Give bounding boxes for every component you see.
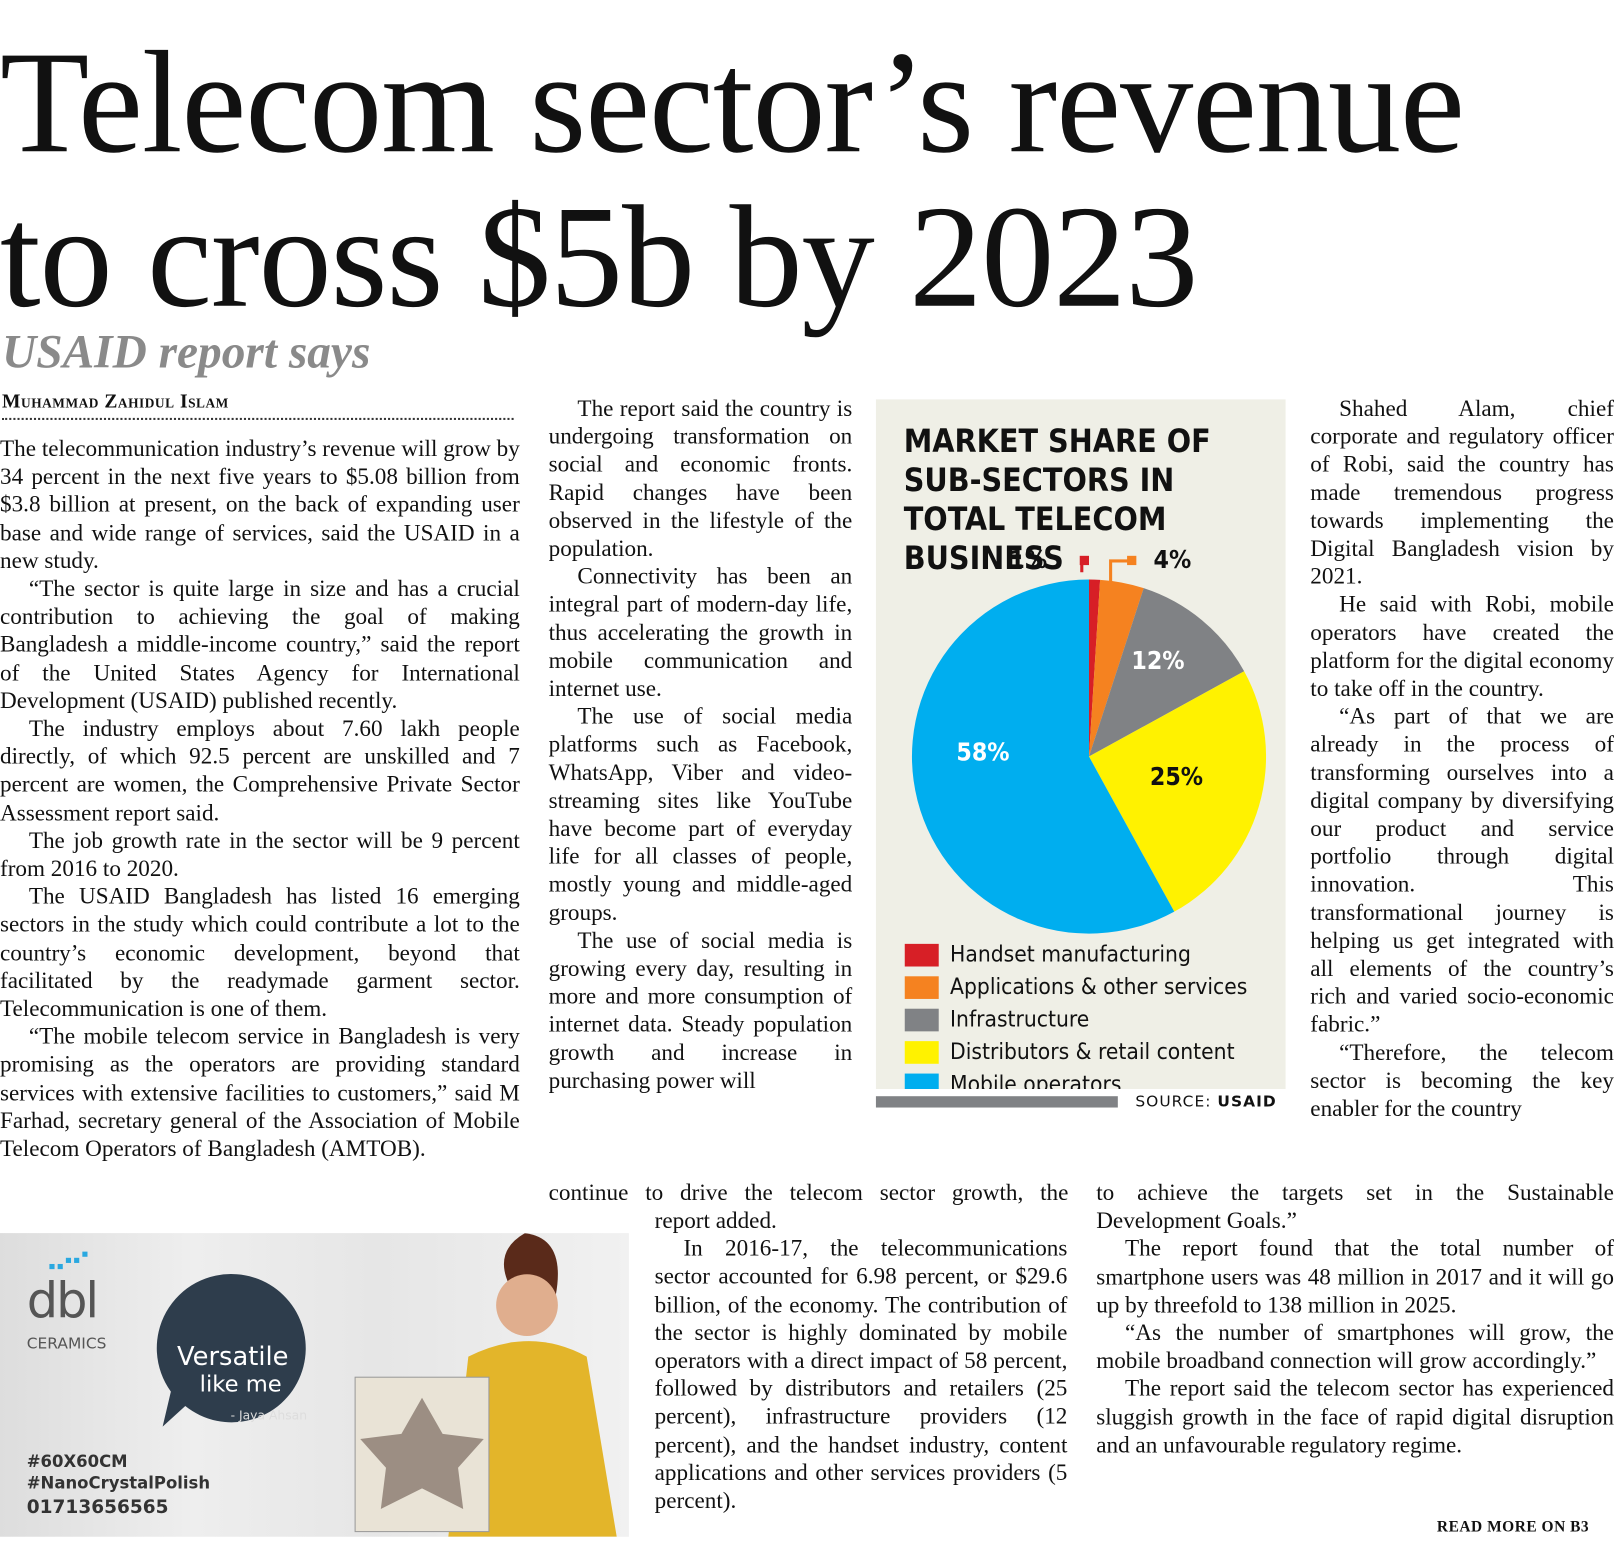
pie-slice: [911, 579, 1175, 934]
paragraph: “As the number of smartphones will grow,…: [1096, 1319, 1614, 1374]
paragraph: The use of social media is growing every…: [548, 927, 853, 1093]
column: to achieve the targets set in the Sustai…: [1096, 1179, 1614, 1459]
data-label: 12%: [1131, 646, 1184, 675]
paragraph: “The sector is quite large in size and h…: [0, 575, 520, 714]
paragraph: The use of social media platforms such a…: [548, 703, 853, 925]
ad-author: - Jaya Ahsan: [230, 1408, 308, 1423]
column: The telecommunication industry’s revenue…: [0, 434, 520, 1162]
leader-dot: [1127, 555, 1137, 566]
subhead: USAID report says: [2, 325, 371, 378]
paragraph: The job growth rate in the sector will b…: [0, 827, 520, 882]
legend-label: Mobile operators: [950, 1071, 1121, 1089]
ad-brand: dbl: [26, 1272, 99, 1330]
paragraph: The USAID Bangladesh has listed 16 emerg…: [0, 883, 520, 1022]
source: SOURCE: USAID: [1135, 1092, 1276, 1111]
headline: Telecom sector’s revenue: [0, 20, 1465, 184]
paragraph: Connectivity has been an integral part o…: [548, 563, 853, 701]
column: The report said the country is undergoin…: [549, 394, 853, 1094]
byline: Muhammad Zahidul Islam: [2, 391, 229, 413]
source-bar: [875, 1096, 1118, 1108]
legend-swatch: [904, 943, 939, 967]
paragraph: The report said the telecom sector has e…: [1096, 1375, 1614, 1458]
data-label: 1%: [1009, 545, 1047, 574]
column: Shahed Alam, chief corporate and regulat…: [1310, 394, 1614, 1122]
legend-label: Applications & other services: [950, 974, 1247, 1000]
source-name: USAID: [1217, 1092, 1277, 1111]
legend-swatch: [904, 1008, 939, 1032]
paragraph: The report said the country is undergoin…: [548, 395, 853, 561]
ad-phone: 01713656565: [26, 1496, 169, 1519]
pie-slice: [1088, 588, 1245, 757]
paragraph: “As part of that we are already in the p…: [1310, 703, 1614, 1037]
source-label: SOURCE:: [1135, 1092, 1212, 1111]
paragraph: In 2016-17, the telecommunications secto…: [654, 1235, 1068, 1514]
column: report added. In 2016-17, the telecommuni…: [655, 1206, 1068, 1514]
ad-quote: Versatile: [177, 1341, 289, 1372]
leader-dot: [1079, 555, 1089, 566]
legend-swatch: [904, 1041, 939, 1064]
ad-brand-sub: CERAMICS: [26, 1333, 107, 1353]
paragraph: The report found that the total number o…: [1096, 1235, 1614, 1318]
pie-slice: [1088, 671, 1267, 912]
paragraph: He said with Robi, mobile operators have…: [1310, 591, 1614, 701]
headline: to cross $5b by 2023: [0, 174, 1198, 338]
paragraph: The industry employs about 7.60 lakh peo…: [0, 715, 520, 826]
data-label: 25%: [1150, 762, 1203, 791]
ad-quote: like me: [199, 1372, 282, 1398]
legend-label: Infrastructure: [950, 1007, 1089, 1033]
data-label: 4%: [1154, 545, 1192, 574]
paragraph: “Therefore, the telecom sector is becomi…: [1310, 1039, 1614, 1121]
paragraph: The telecommunication industry’s revenue…: [0, 435, 520, 574]
data-label: 58%: [956, 737, 1009, 766]
chart-panel: MARKET SHARE OF SUB-SECTORS IN TOTAL TEL…: [875, 399, 1286, 1089]
ad-art: [49, 1233, 617, 1537]
ad-tag: #NanoCrystalPolish: [26, 1472, 211, 1493]
paragraph: continue to drive the telecom sector gro…: [548, 1179, 1069, 1206]
pie-slice: [1088, 579, 1101, 757]
paragraph: Shahed Alam, chief corporate and regulat…: [1310, 395, 1614, 589]
ad-tag: #60X60CM: [26, 1451, 128, 1471]
read-more: READ MORE ON B3: [1436, 1519, 1590, 1536]
column: continue to drive the telecom sector gro…: [549, 1179, 1069, 1207]
chart-title: MARKET SHARE OF SUB-SECTORS IN TOTAL TEL…: [903, 423, 1211, 578]
divider: [2, 417, 514, 420]
legend-swatch: [904, 1073, 939, 1089]
paragraph: “The mobile telecom service in Banglades…: [0, 1023, 520, 1162]
pie-slice: [1088, 579, 1144, 757]
legend-label: Distributors & retail content: [950, 1039, 1235, 1065]
leader-line: [1109, 559, 1132, 583]
paragraph: to achieve the targets set in the Sustai…: [1096, 1179, 1614, 1234]
advertisement: dbl CERAMICS Versatile like me - Jaya Ah…: [0, 1233, 629, 1537]
legend-label: Handset manufacturing: [950, 942, 1191, 968]
pie-chart: 1% 4% 12% 25% 58% Handset manufacturing Applic…: [904, 545, 1267, 1089]
legend-swatch: [904, 976, 939, 999]
paragraph: report added.: [654, 1207, 777, 1234]
